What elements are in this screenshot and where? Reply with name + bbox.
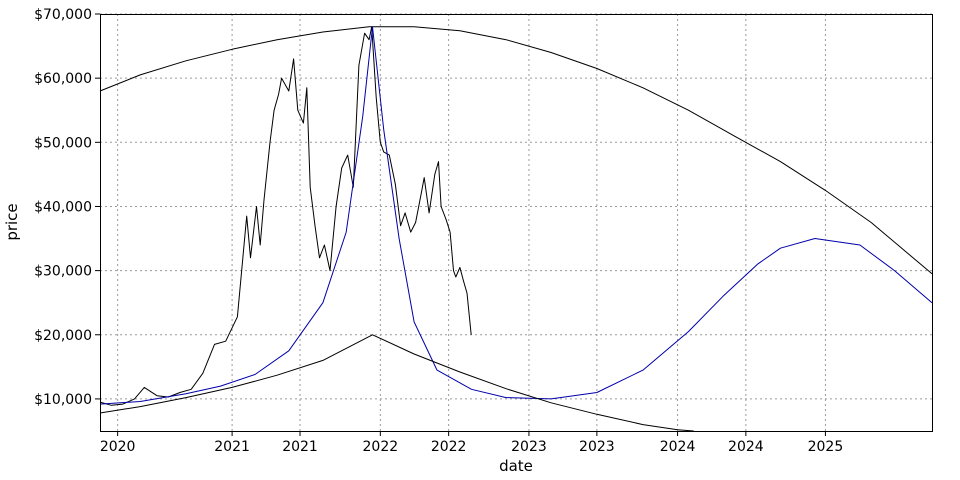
x-tick-label: 2023: [511, 439, 547, 455]
y-tick-label: $40,000: [34, 199, 92, 215]
x-tick-label: 2024: [728, 439, 764, 455]
series-line-2: [99, 26, 933, 275]
y-tick-label: $20,000: [34, 328, 92, 344]
y-tick-label: $30,000: [34, 264, 92, 280]
x-tick-label: 2024: [660, 439, 696, 455]
y-tick-label: $50,000: [34, 135, 92, 151]
x-tick-label: 2021: [214, 439, 250, 455]
y-tick-label: $10,000: [34, 392, 92, 408]
y-axis-ticks: $10,000 $20,000 $30,000 $40,000 $50,000 $60,0…: [34, 7, 100, 408]
y-tick-label: $70,000: [34, 7, 92, 23]
x-axis-ticks: 2020 2021 2021 2022 2022 2023 2023 2024 2024 2025: [100, 431, 843, 455]
x-tick-label: 2022: [431, 439, 467, 455]
series-line-4: [99, 334, 694, 432]
x-tick-label: 2020: [100, 439, 136, 455]
series-line-3: [99, 26, 933, 405]
x-tick-label: 2025: [808, 439, 844, 455]
x-tick-label: 2021: [282, 439, 318, 455]
x-tick-label: 2023: [579, 439, 615, 455]
x-tick-label: 2022: [363, 439, 399, 455]
y-axis-title: price: [3, 203, 21, 240]
series-line-1: [99, 26, 472, 406]
series-layer: [99, 26, 933, 432]
plot-frame: [100, 14, 933, 432]
y-tick-label: $60,000: [34, 71, 92, 87]
grid: [100, 13, 932, 431]
x-axis-title: date: [499, 457, 533, 475]
